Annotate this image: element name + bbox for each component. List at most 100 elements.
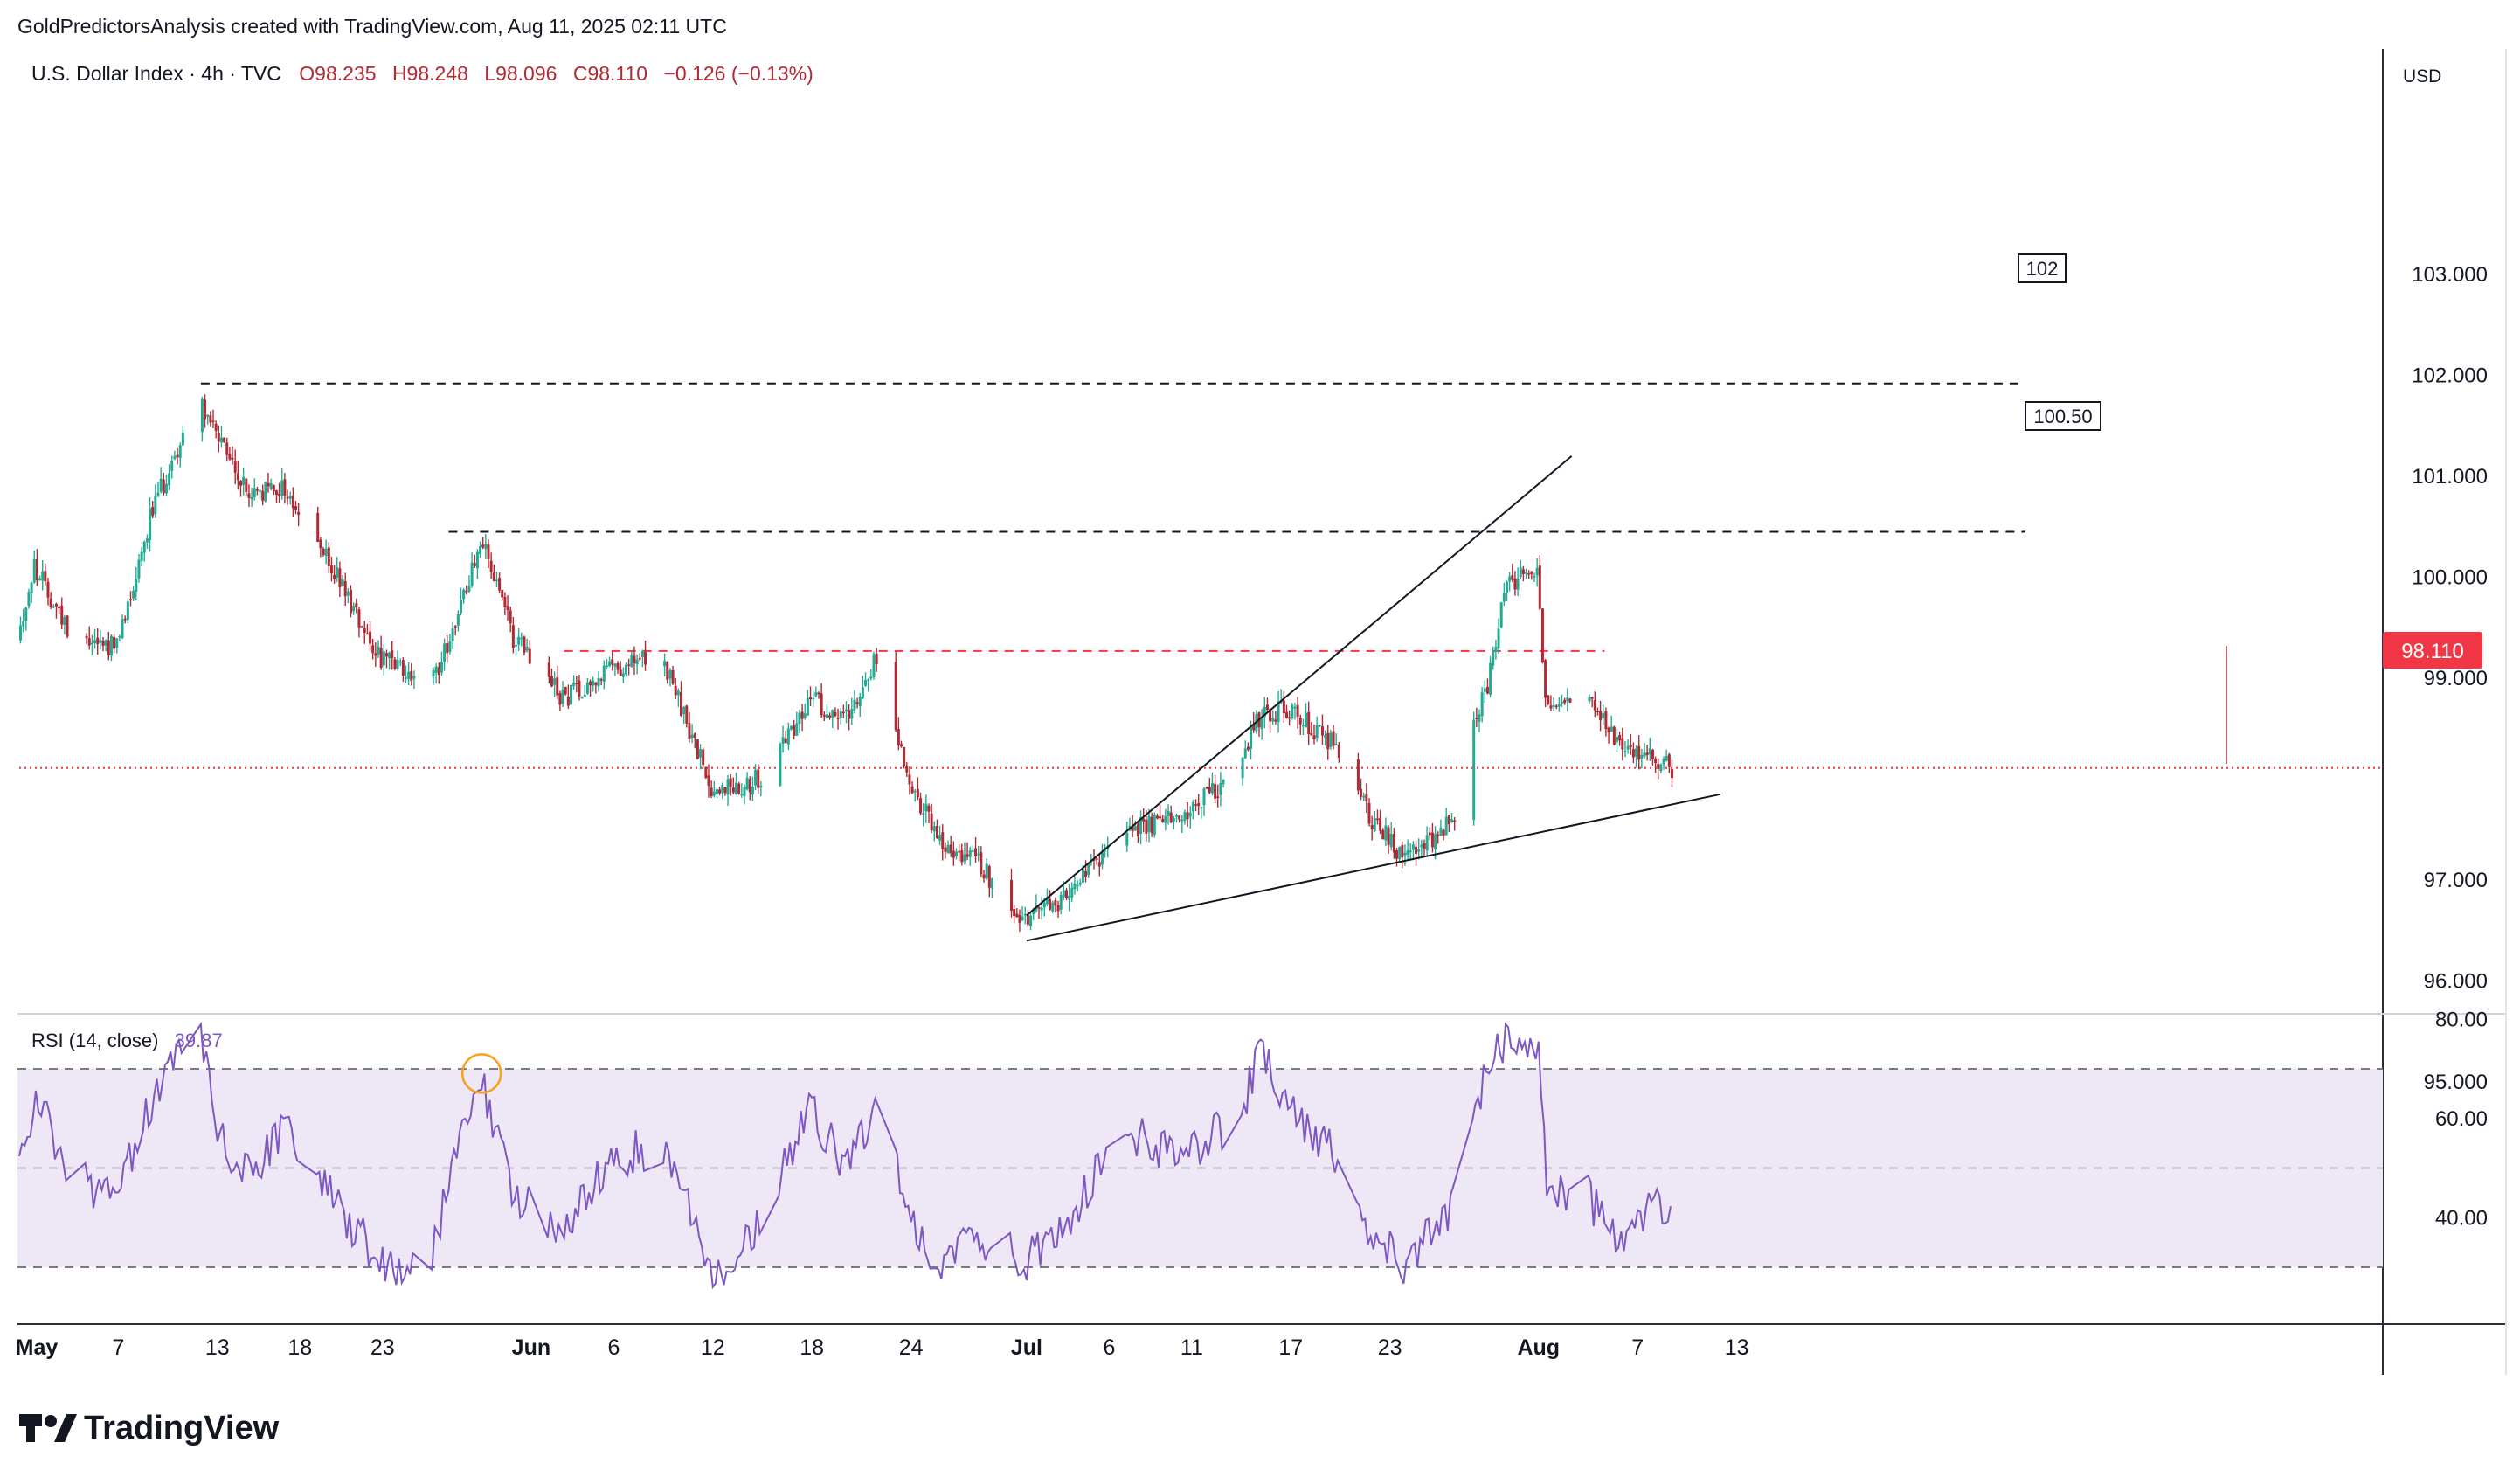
candle-body xyxy=(324,548,328,556)
candle-body xyxy=(1068,895,1071,900)
level-label-102[interactable]: 102 xyxy=(2018,253,2067,283)
rsi-line xyxy=(18,1021,1672,1290)
candles xyxy=(19,394,2227,932)
candle-body xyxy=(329,565,333,574)
tradingview-brand: TradingView xyxy=(84,1410,280,1446)
candle-body xyxy=(1403,852,1407,856)
candle-body xyxy=(35,558,38,581)
candle-body xyxy=(958,850,961,853)
candle-body xyxy=(845,709,848,712)
candle-body xyxy=(1296,704,1299,718)
candle-body xyxy=(1375,818,1379,821)
time-axis[interactable]: May 7 13 18 23 Jun 6 12 18 24 Jul 6 11 17 23 Aug 7 13 xyxy=(16,1335,1749,1360)
candle-body xyxy=(1602,712,1605,718)
candle-body xyxy=(410,670,413,681)
candle-body xyxy=(407,671,411,679)
candle-body xyxy=(640,651,644,657)
candle-body xyxy=(164,483,168,494)
tradingview-logo[interactable]: TradingView xyxy=(19,1410,280,1446)
candle-body xyxy=(1596,711,1599,712)
candle-body xyxy=(1150,816,1153,834)
candle-body xyxy=(236,473,239,481)
candle-body xyxy=(462,589,466,600)
time-tick-label: 17 xyxy=(1278,1335,1303,1360)
candle-body xyxy=(432,669,435,676)
candle-body xyxy=(341,579,344,586)
level-label-100-50[interactable]: 100.50 xyxy=(2025,401,2101,431)
candle-body xyxy=(448,641,452,652)
candle-body xyxy=(1202,788,1206,806)
candle-body xyxy=(1506,581,1508,593)
candle-body xyxy=(1519,566,1522,578)
candle-body xyxy=(798,712,801,724)
candle-body xyxy=(699,749,703,758)
candle-body xyxy=(831,710,834,718)
candle-body xyxy=(848,710,851,719)
candle-body xyxy=(162,479,165,494)
candle-body xyxy=(1250,725,1253,749)
price-tick-label: 100.000 xyxy=(2412,566,2488,590)
candle-body xyxy=(1434,834,1437,849)
candle-body xyxy=(1282,700,1285,714)
candle-body xyxy=(1654,758,1658,764)
price-tick-label: 96.000 xyxy=(2424,970,2488,994)
candle-body xyxy=(1241,758,1244,779)
price-axis[interactable]: 103.000 102.000 101.000 100.000 99.000 97.000… xyxy=(2412,263,2488,1094)
candle-body xyxy=(288,496,292,499)
candle-body xyxy=(126,601,129,621)
candle-body xyxy=(1392,833,1395,853)
candle-body xyxy=(903,746,906,766)
candle-body xyxy=(63,617,66,625)
candle-body xyxy=(1423,843,1426,849)
candle-body xyxy=(1155,815,1159,819)
candle-body xyxy=(1023,913,1027,916)
candle-body xyxy=(379,648,383,668)
candle-body xyxy=(506,606,509,610)
rsi-tick-label: 40.00 xyxy=(2435,1206,2488,1230)
candle-body xyxy=(1153,815,1156,836)
candle-body xyxy=(1013,909,1016,916)
candle-body xyxy=(1370,824,1374,829)
candle-body xyxy=(1485,687,1489,694)
candle-body xyxy=(1073,883,1077,890)
candle-body xyxy=(327,547,330,566)
candle-body xyxy=(22,621,25,627)
candle-body xyxy=(151,507,155,517)
candle-body xyxy=(611,659,614,665)
candle-body xyxy=(1367,802,1371,824)
candle-body xyxy=(214,423,218,431)
candle-body xyxy=(176,454,179,458)
candle-body xyxy=(572,682,576,687)
candle-body xyxy=(145,538,149,543)
candle-body xyxy=(498,578,502,591)
candle-body xyxy=(85,635,88,639)
candle-body xyxy=(1417,849,1421,852)
candle-body xyxy=(990,878,993,889)
candle-body xyxy=(721,784,724,794)
candle-body xyxy=(467,586,471,592)
candle-body xyxy=(1612,726,1616,745)
candle-body xyxy=(558,693,562,705)
candle-body xyxy=(209,415,212,423)
candle-body xyxy=(1095,858,1098,860)
candle-body xyxy=(1178,815,1181,820)
candle-body xyxy=(795,723,799,736)
candle-body xyxy=(343,580,347,597)
candle-body xyxy=(1631,749,1635,758)
candle-body xyxy=(1629,745,1632,748)
rsi-axis[interactable]: 80.00 60.00 40.00 xyxy=(2435,1008,2488,1230)
candle-body xyxy=(1384,825,1388,841)
candle-body xyxy=(585,682,589,694)
candle-body xyxy=(115,638,119,648)
credit-text: GoldPredictorsAnalysis created with Trad… xyxy=(17,15,727,38)
candle-body xyxy=(1188,812,1192,817)
candle-body xyxy=(589,681,592,686)
candle-body xyxy=(1271,718,1275,722)
candle-body xyxy=(621,673,625,677)
candle-body xyxy=(501,590,504,598)
candle-body xyxy=(173,456,177,460)
candle-body xyxy=(963,854,966,862)
candle-body xyxy=(814,692,818,697)
candle-body xyxy=(974,848,978,856)
candle-body xyxy=(470,562,474,586)
